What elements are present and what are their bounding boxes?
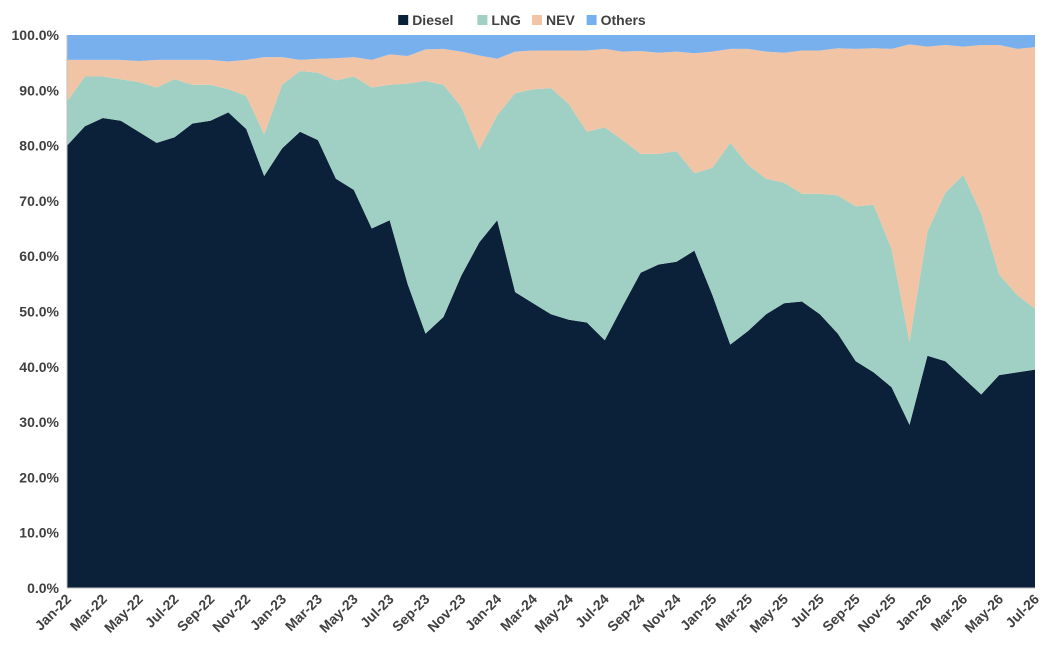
x-tick-label: Jul-26: [1002, 591, 1042, 631]
legend-label: LNG: [491, 12, 521, 28]
x-tick-label: Sep-22: [174, 591, 218, 635]
x-tick-label: Jan-24: [462, 591, 505, 634]
y-tick-label: 30.0%: [19, 414, 59, 430]
area-diesel: [67, 112, 1035, 589]
y-tick-label: 60.0%: [19, 248, 59, 264]
x-tick-label: Nov-24: [639, 591, 683, 635]
y-tick-label: 0.0%: [27, 580, 59, 596]
x-tick-label: Jan-25: [677, 591, 720, 634]
legend-swatch: [532, 15, 542, 25]
x-tick-label: Jan-26: [892, 591, 935, 634]
x-tick-label: Sep-24: [604, 591, 648, 635]
y-tick-label: 90.0%: [19, 82, 59, 98]
y-tick-label: 20.0%: [19, 469, 59, 485]
legend-item-nev: NEV: [532, 12, 575, 28]
x-tick-label: Jan-23: [247, 591, 290, 634]
area-lng: [67, 70, 1035, 425]
area-nev: [67, 44, 1035, 342]
x-tick-label: Nov-23: [424, 591, 468, 635]
legend-swatch: [398, 15, 409, 25]
legend-swatch: [477, 15, 488, 25]
x-tick-label: Jan-22: [31, 591, 74, 634]
y-tick-label: 70.0%: [19, 193, 59, 209]
y-tick-label: 50.0%: [19, 304, 59, 320]
x-tick-labels: Jan-22Mar-22May-22Jul-22Sep-22Nov-22Jan-…: [31, 591, 1042, 636]
x-tick-label: May-23: [316, 591, 361, 636]
legend-swatch: [586, 15, 597, 25]
x-tick-label: Nov-25: [854, 591, 898, 635]
legend: Diesel LNG NEV Others: [398, 12, 646, 28]
legend-label: Others: [601, 12, 646, 28]
y-tick-label: 10.0%: [19, 525, 59, 541]
y-tick-labels: 0.0% 10.0% 20.0% 30.0% 40.0% 50.0% 60.0% 70.0% 8…: [12, 27, 60, 596]
x-tick-label: Nov-22: [209, 591, 253, 635]
area-others: [67, 35, 1035, 62]
axes: [66, 35, 1035, 589]
x-tick-label: May-26: [961, 591, 1006, 636]
x-tick-label: May-24: [531, 591, 576, 636]
legend-item-others: Others: [586, 12, 646, 28]
y-tick-label: 100.0%: [12, 27, 60, 43]
x-tick-label: May-25: [746, 591, 791, 636]
legend-item-lng: LNG: [477, 12, 521, 28]
x-tick-label: May-22: [101, 591, 146, 636]
legend-item-diesel: Diesel: [398, 12, 453, 28]
y-tick-label: 80.0%: [19, 138, 59, 154]
area-series-group: [67, 35, 1035, 589]
x-tick-label: Sep-25: [819, 591, 863, 635]
legend-label: NEV: [546, 12, 575, 28]
x-tick-label: Sep-23: [389, 591, 433, 635]
legend-label: Diesel: [412, 12, 453, 28]
y-tick-label: 40.0%: [19, 359, 59, 375]
